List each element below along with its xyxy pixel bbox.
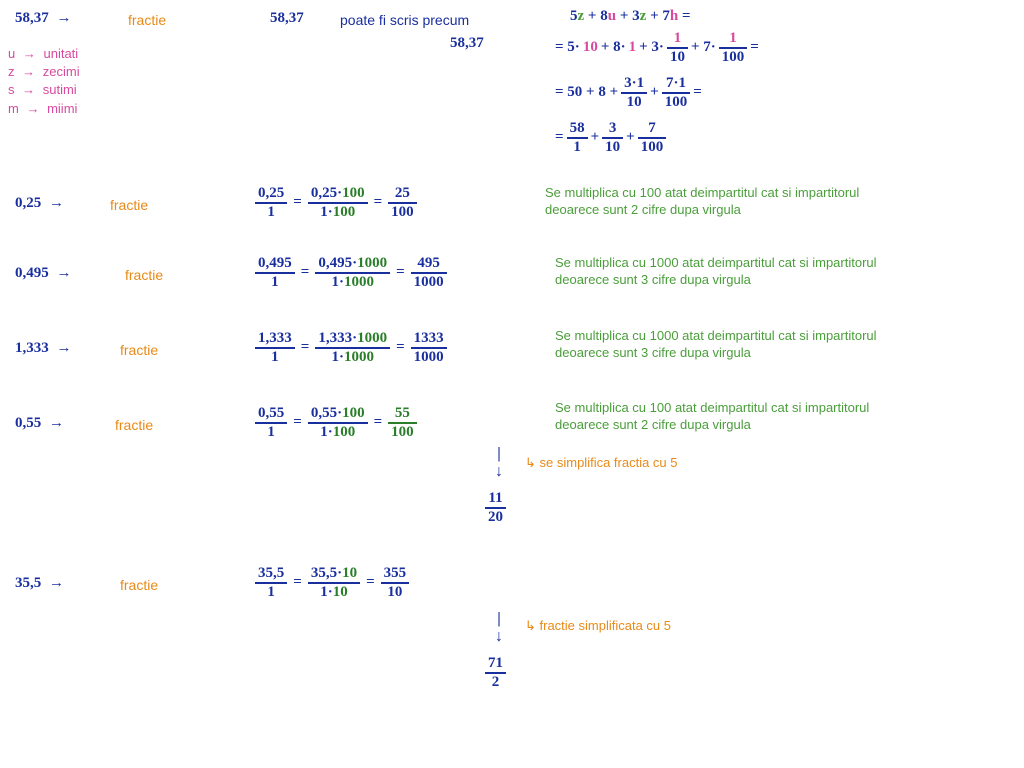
simplify-label-4: ↳ fractie simplificata cu 5 xyxy=(525,618,671,634)
row-expl-1: Se multiplica cu 1000 atat deimpartitul … xyxy=(555,255,895,289)
simplified-3: 1120 xyxy=(485,490,506,525)
row-expl-0: Se multiplica cu 100 atat deimpartitul c… xyxy=(545,185,905,219)
expr-line4: = 581 + 310 + 7100 xyxy=(555,120,666,155)
expr-line1: 5z + 8u + 3z + 7h = xyxy=(570,8,691,25)
row-expl-3: Se multiplica cu 100 atat deimpartitul c… xyxy=(555,400,895,434)
row-fractie-1: fractie xyxy=(125,267,163,283)
expr-line3: = 50 + 8 + 3·110 + 7·1100 = xyxy=(555,75,702,110)
expr-line2: = 5·10 + 8·1 + 3· 110 + 7· 1100 = xyxy=(555,30,759,65)
row-eq-4: 35,51 = 35,5·101·10 = 35510 xyxy=(255,565,409,600)
row-fractie-2: fractie xyxy=(120,342,158,358)
row-num-0: 0,25 → xyxy=(15,195,68,212)
row-fractie-4: fractie xyxy=(120,577,158,593)
row-eq-0: 0,251 = 0,25·1001·100 = 25100 xyxy=(255,185,417,220)
row-num-1: 0,495 → xyxy=(15,265,76,282)
row-num-3: 0,55 → xyxy=(15,415,68,432)
legend: u → unitati z → zecimi s → sutimi m → mi… xyxy=(8,45,80,118)
header-fractie: fractie xyxy=(128,12,166,28)
header-poate: poate fi scris precum xyxy=(340,12,469,28)
simplified-4: 712 xyxy=(485,655,506,690)
row-num-2: 1,333 → xyxy=(15,340,76,357)
row-fractie-0: fractie xyxy=(110,197,148,213)
simplify-label-3: ↳ se simplifica fractia cu 5 xyxy=(525,455,678,471)
row-eq-1: 0,4951 = 0,495·10001·1000 = 4951000 xyxy=(255,255,447,290)
row-eq-2: 1,3331 = 1,333·10001·1000 = 13331000 xyxy=(255,330,447,365)
row-expl-2: Se multiplica cu 1000 atat deimpartitul … xyxy=(555,328,895,362)
row-eq-3: 0,551 = 0,55·1001·100 = 55100 xyxy=(255,405,417,440)
downarrow-icon-2: |↓ xyxy=(495,610,503,646)
expr-line2-left: 58,37 xyxy=(450,35,484,52)
row-num-4: 35,5 → xyxy=(15,575,68,592)
downarrow-icon: |↓ xyxy=(495,445,503,481)
row-fractie-3: fractie xyxy=(115,417,153,433)
header-number-2: 58,37 xyxy=(270,10,304,27)
header-number: 58,37 → xyxy=(15,10,76,27)
